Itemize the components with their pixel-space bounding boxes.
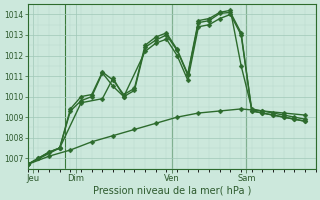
X-axis label: Pression niveau de la mer( hPa ): Pression niveau de la mer( hPa ) [92,186,251,196]
